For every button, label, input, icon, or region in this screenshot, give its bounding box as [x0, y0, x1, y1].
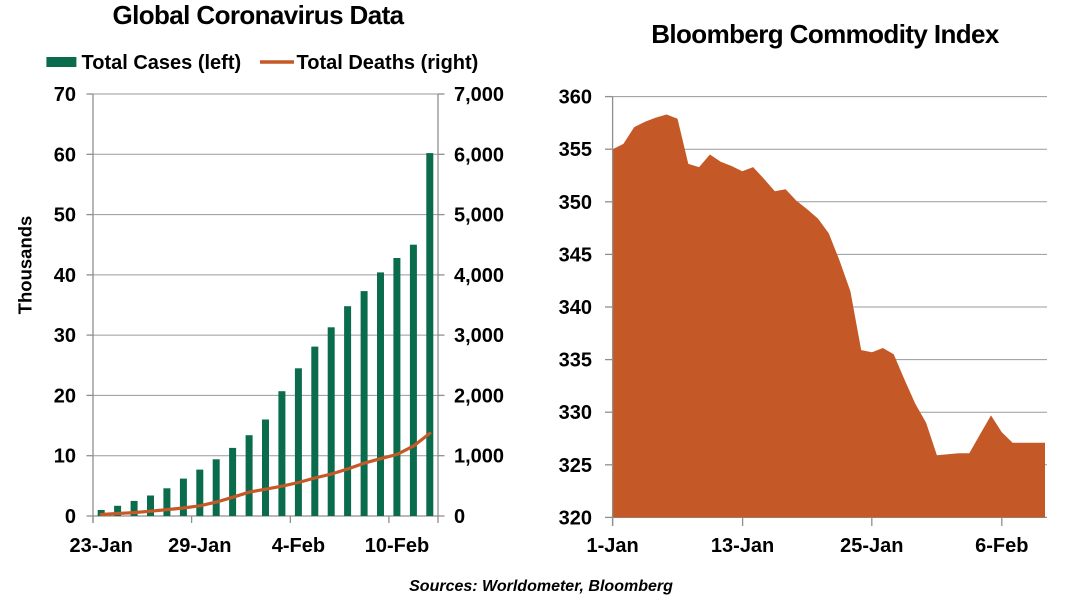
svg-text:50: 50 — [54, 205, 76, 227]
svg-text:355: 355 — [559, 139, 592, 161]
svg-text:325: 325 — [559, 455, 592, 477]
svg-text:345: 345 — [559, 244, 592, 266]
svg-text:23-Jan: 23-Jan — [70, 535, 133, 557]
svg-text:13-Jan: 13-Jan — [711, 535, 774, 557]
svg-text:Sources: Worldometer, Bloomber: Sources: Worldometer, Bloomberg — [409, 578, 673, 595]
svg-text:1,000: 1,000 — [454, 446, 504, 468]
svg-text:0: 0 — [65, 506, 76, 528]
svg-text:20: 20 — [54, 385, 76, 407]
svg-text:60: 60 — [54, 144, 76, 166]
svg-text:Bloomberg Commodity Index: Bloomberg Commodity Index — [651, 19, 1000, 49]
svg-text:0: 0 — [454, 506, 465, 528]
svg-text:4-Feb: 4-Feb — [272, 535, 325, 557]
svg-text:4,000: 4,000 — [454, 265, 504, 287]
svg-text:Thousands: Thousands — [15, 216, 36, 315]
svg-text:25-Jan: 25-Jan — [840, 535, 903, 557]
svg-text:10: 10 — [54, 446, 76, 468]
svg-text:30: 30 — [54, 325, 76, 347]
svg-text:29-Jan: 29-Jan — [168, 535, 231, 557]
svg-text:70: 70 — [54, 84, 76, 106]
svg-text:7,000: 7,000 — [454, 84, 504, 106]
svg-text:350: 350 — [559, 192, 592, 214]
svg-text:360: 360 — [559, 87, 592, 109]
svg-text:330: 330 — [559, 402, 592, 424]
svg-text:5,000: 5,000 — [454, 205, 504, 227]
svg-text:3,000: 3,000 — [454, 325, 504, 347]
svg-text:40: 40 — [54, 265, 76, 287]
svg-text:6-Feb: 6-Feb — [975, 535, 1028, 557]
svg-text:2,000: 2,000 — [454, 385, 504, 407]
svg-text:335: 335 — [559, 350, 592, 372]
svg-text:10-Feb: 10-Feb — [365, 535, 429, 557]
svg-text:320: 320 — [559, 507, 592, 529]
svg-text:Total Cases (left): Total Cases (left) — [82, 52, 242, 74]
svg-text:Global Coronavirus Data: Global Coronavirus Data — [112, 0, 404, 30]
svg-text:6,000: 6,000 — [454, 144, 504, 166]
svg-text:1-Jan: 1-Jan — [586, 535, 638, 557]
svg-text:340: 340 — [559, 297, 592, 319]
svg-text:Total Deaths (right): Total Deaths (right) — [297, 52, 479, 74]
